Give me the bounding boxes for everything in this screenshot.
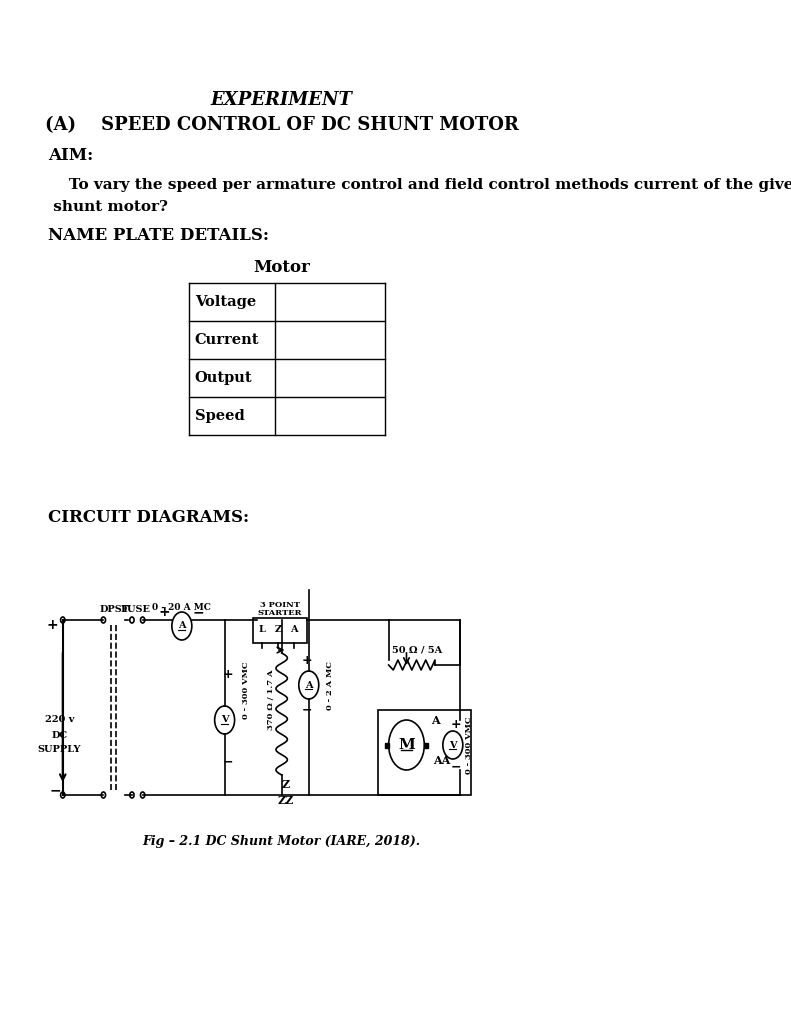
Text: 3 POINT: 3 POINT xyxy=(260,601,300,609)
Text: +: + xyxy=(223,669,233,682)
Text: SUPPLY: SUPPLY xyxy=(37,745,81,755)
Text: AA: AA xyxy=(433,755,451,766)
Text: NAME PLATE DETAILS:: NAME PLATE DETAILS: xyxy=(48,226,270,244)
Text: L: L xyxy=(259,626,266,635)
Text: A: A xyxy=(178,622,186,631)
Text: −: − xyxy=(223,756,233,768)
Text: −: − xyxy=(301,703,312,717)
Text: 0 - 300 VMC: 0 - 300 VMC xyxy=(464,716,472,774)
Text: Output: Output xyxy=(195,371,252,385)
Text: −: − xyxy=(451,761,462,773)
Text: Fig – 2.1 DC Shunt Motor (IARE, 2018).: Fig – 2.1 DC Shunt Motor (IARE, 2018). xyxy=(142,836,421,849)
Text: CIRCUIT DIAGRAMS:: CIRCUIT DIAGRAMS: xyxy=(48,510,250,526)
Text: +: + xyxy=(46,618,58,632)
Text: A: A xyxy=(430,715,439,725)
Text: A: A xyxy=(290,626,297,635)
Text: (A)    SPEED CONTROL OF DC SHUNT MOTOR: (A) SPEED CONTROL OF DC SHUNT MOTOR xyxy=(45,116,519,134)
Text: 370 Ω / 1.7 A: 370 Ω / 1.7 A xyxy=(267,670,275,730)
Text: 0 - 300 VMC: 0 - 300 VMC xyxy=(242,662,250,719)
Text: M: M xyxy=(398,738,415,752)
Text: 50 Ω / 5A: 50 Ω / 5A xyxy=(392,645,442,654)
Text: −: − xyxy=(50,783,62,797)
Text: To vary the speed per armature control and field control methods current of the : To vary the speed per armature control a… xyxy=(48,178,791,193)
Text: Z: Z xyxy=(274,626,282,635)
Text: DC: DC xyxy=(51,730,67,739)
Text: FUSE: FUSE xyxy=(120,604,150,613)
Bar xyxy=(424,742,428,748)
Text: V: V xyxy=(449,740,456,750)
Text: DPST: DPST xyxy=(99,604,129,613)
Text: 220 v: 220 v xyxy=(44,716,74,725)
Bar xyxy=(253,618,307,643)
Text: ZZ: ZZ xyxy=(277,795,293,806)
Text: Speed: Speed xyxy=(195,409,244,423)
Bar xyxy=(385,742,388,748)
Text: Voltage: Voltage xyxy=(195,295,256,309)
Text: 0 - 20 A MC: 0 - 20 A MC xyxy=(153,602,211,611)
Text: Z: Z xyxy=(281,779,290,791)
Text: −: − xyxy=(192,605,204,618)
Bar xyxy=(378,710,471,795)
Text: STARTER: STARTER xyxy=(258,609,302,617)
Text: +: + xyxy=(451,719,462,731)
Text: +: + xyxy=(158,605,170,618)
Text: 0 - 2 A MC: 0 - 2 A MC xyxy=(326,660,334,710)
Text: A: A xyxy=(305,681,312,689)
Text: V: V xyxy=(221,716,229,725)
Text: shunt motor?: shunt motor? xyxy=(48,200,168,214)
Text: EXPERIMENT: EXPERIMENT xyxy=(210,91,353,109)
Text: Motor: Motor xyxy=(253,259,310,276)
Text: +: + xyxy=(301,653,312,667)
Text: AIM:: AIM: xyxy=(48,146,94,164)
Text: Current: Current xyxy=(195,333,259,347)
